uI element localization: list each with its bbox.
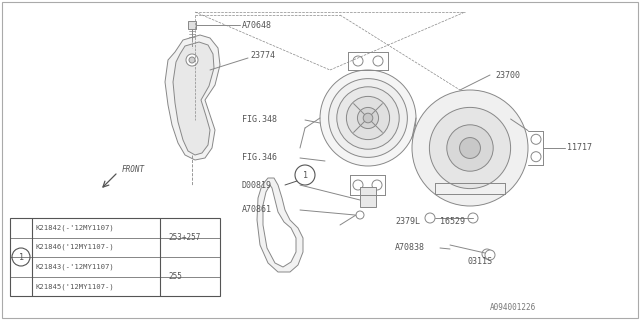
Text: 16529: 16529 <box>440 218 465 227</box>
Text: FIG.348: FIG.348 <box>242 116 277 124</box>
Circle shape <box>320 70 416 166</box>
Circle shape <box>337 87 399 149</box>
Circle shape <box>189 57 195 63</box>
Text: K21842(-'12MY1107): K21842(-'12MY1107) <box>36 225 115 231</box>
Text: D00819: D00819 <box>242 180 272 189</box>
Text: 11717: 11717 <box>567 143 592 153</box>
Circle shape <box>412 90 528 206</box>
Circle shape <box>447 125 493 171</box>
Text: A70861: A70861 <box>242 205 272 214</box>
Circle shape <box>372 180 382 190</box>
Text: 1: 1 <box>303 171 307 180</box>
Bar <box>10 218 220 296</box>
Circle shape <box>468 213 478 223</box>
Circle shape <box>12 248 30 266</box>
Bar <box>360 187 376 207</box>
Circle shape <box>531 152 541 162</box>
Text: K21846('12MY1107-): K21846('12MY1107-) <box>36 244 115 251</box>
Circle shape <box>531 134 541 144</box>
Circle shape <box>373 56 383 66</box>
Text: K21845('12MY1107-): K21845('12MY1107-) <box>36 283 115 290</box>
Circle shape <box>429 108 511 188</box>
Text: K21843(-'12MY1107): K21843(-'12MY1107) <box>36 263 115 270</box>
Text: A70648: A70648 <box>242 20 272 29</box>
Circle shape <box>485 250 495 260</box>
Circle shape <box>329 79 408 157</box>
Text: A094001226: A094001226 <box>490 303 536 313</box>
Text: 23774: 23774 <box>250 52 275 60</box>
Circle shape <box>186 54 198 66</box>
Circle shape <box>460 138 481 158</box>
Circle shape <box>357 108 379 129</box>
Circle shape <box>482 249 492 259</box>
Polygon shape <box>173 42 214 155</box>
Text: FIG.346: FIG.346 <box>242 154 277 163</box>
Text: 2379L: 2379L <box>395 218 420 227</box>
Text: 253+257: 253+257 <box>168 233 200 242</box>
Polygon shape <box>263 185 296 267</box>
Circle shape <box>425 213 435 223</box>
Polygon shape <box>257 178 303 272</box>
Bar <box>188 21 196 29</box>
Text: A70838: A70838 <box>395 244 425 252</box>
Text: FRONT: FRONT <box>122 165 145 174</box>
Circle shape <box>356 211 364 219</box>
Text: 23700: 23700 <box>495 70 520 79</box>
Text: 255: 255 <box>168 272 182 281</box>
Polygon shape <box>165 35 220 160</box>
Circle shape <box>346 96 390 140</box>
Circle shape <box>364 113 372 123</box>
Circle shape <box>353 56 363 66</box>
Circle shape <box>353 180 363 190</box>
Text: 0311S: 0311S <box>468 258 493 267</box>
Text: 1: 1 <box>19 252 24 261</box>
Circle shape <box>295 165 315 185</box>
